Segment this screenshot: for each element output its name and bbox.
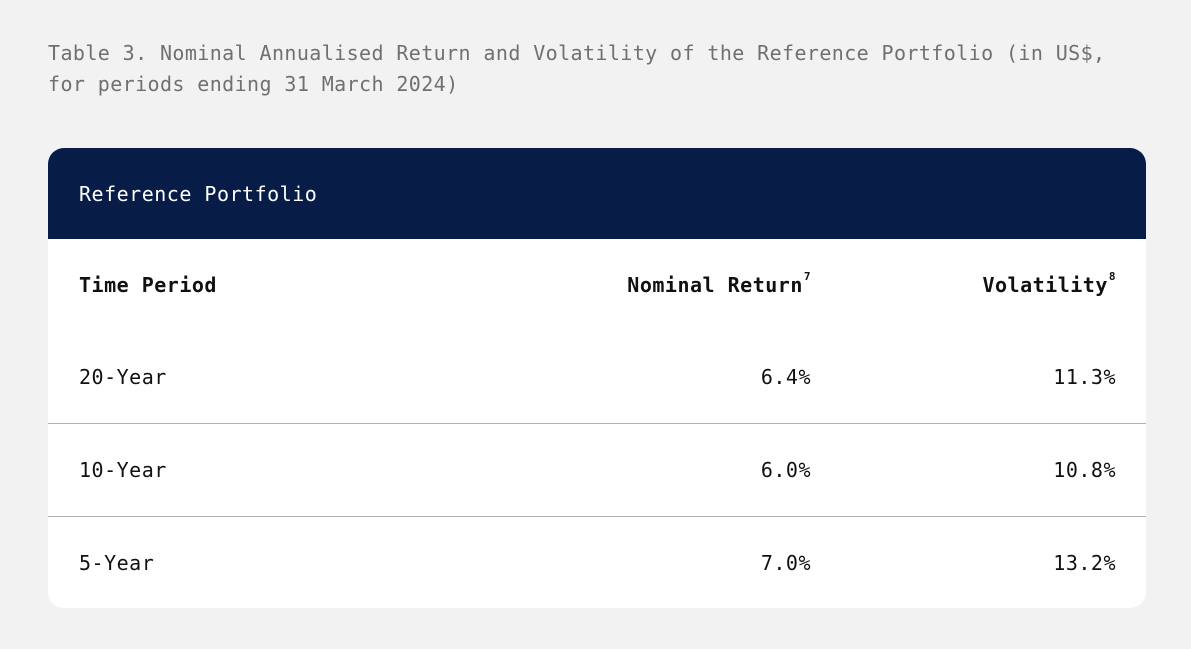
- cell-nominal-return: 6.0%: [760, 458, 811, 482]
- table-title-bar: Reference Portfolio: [48, 148, 1146, 239]
- table-row: 5-Year 7.0% 13.2%: [48, 516, 1146, 608]
- cell-time-period: 5-Year: [79, 551, 155, 575]
- column-header-nominal-return-label: Nominal Return: [627, 273, 803, 297]
- footnote-marker-8[interactable]: 8: [1108, 270, 1116, 283]
- column-header-nominal-return: Nominal Return7: [478, 270, 811, 297]
- table-title: Reference Portfolio: [79, 181, 318, 206]
- cell-nominal-return: 7.0%: [760, 551, 811, 575]
- table-row: 10-Year 6.0% 10.8%: [48, 423, 1146, 516]
- column-header-volatility-label: Volatility: [982, 273, 1108, 297]
- cell-volatility: 10.8%: [1053, 458, 1116, 482]
- table-caption: Table 3. Nominal Annualised Return and V…: [48, 41, 1106, 96]
- column-header-volatility: Volatility8: [811, 270, 1116, 297]
- cell-volatility: 13.2%: [1053, 551, 1116, 575]
- column-header-time-period: Time Period: [48, 273, 478, 297]
- cell-volatility: 11.3%: [1053, 365, 1116, 389]
- cell-nominal-return: 6.4%: [760, 365, 811, 389]
- column-header-row: Time Period Nominal Return7 Volatility8: [48, 239, 1146, 331]
- cell-time-period: 20-Year: [79, 365, 167, 389]
- column-header-time-period-label: Time Period: [79, 273, 217, 297]
- cell-time-period: 10-Year: [79, 458, 167, 482]
- footnote-marker-7[interactable]: 7: [803, 270, 811, 283]
- table-row: 20-Year 6.4% 11.3%: [48, 331, 1146, 423]
- reference-portfolio-table: Reference Portfolio Time Period Nominal …: [48, 148, 1146, 608]
